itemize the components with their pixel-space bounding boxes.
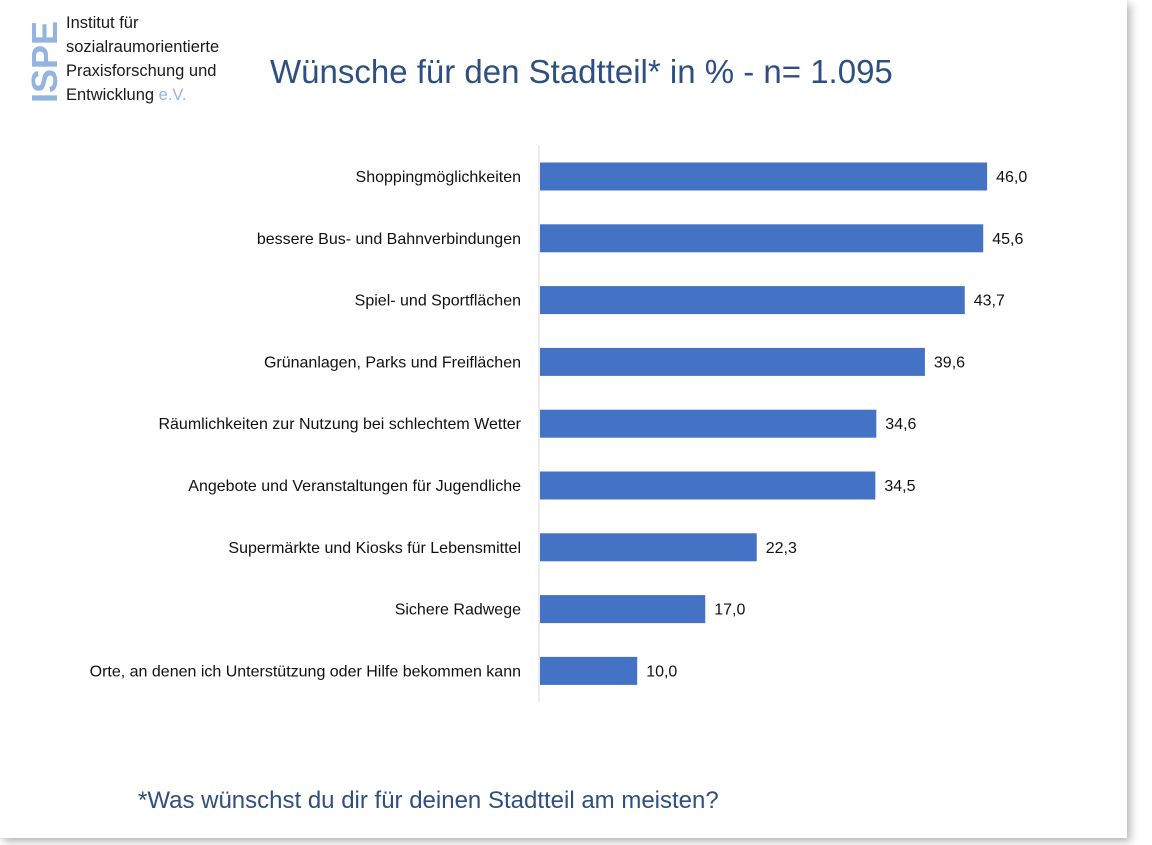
chart-title: Wünsche für den Stadtteil* in % - n= 1.0… (270, 53, 893, 90)
category-label: Räumlichkeiten zur Nutzung bei schlechte… (158, 416, 521, 433)
value-label: 45,6 (992, 231, 1023, 248)
logo-line-4-wrap: Entwicklung e.V. (66, 83, 266, 107)
bar (540, 347, 925, 376)
logo-suffix: e.V. (158, 86, 187, 104)
logo-line-2: sozialraumorientierte (66, 38, 220, 56)
category-label: Spiel- und Sportflächen (355, 293, 521, 310)
value-label: 17,0 (714, 602, 745, 619)
bar (540, 224, 984, 253)
bar (540, 286, 965, 315)
logo-institute-name: Institut für sozialraumorientierte Praxi… (66, 11, 266, 107)
category-label: Shoppingmöglichkeiten (356, 169, 521, 186)
category-label: Supermärkte und Kiosks für Lebensmittel (228, 540, 521, 557)
logo-line-4: Entwicklung (66, 86, 155, 104)
bar-chart: Shoppingmöglichkeiten 46,0 bessere Bus- un… (90, 145, 1027, 702)
value-label: 22,3 (766, 540, 797, 557)
value-label: 34,6 (885, 416, 916, 433)
value-label: 10,0 (646, 663, 677, 680)
ispe-logo-mark: ISPE (26, 21, 62, 103)
logo-mark-text: ISPE (26, 21, 62, 103)
category-label: bessere Bus- und Bahnverbindungen (257, 231, 521, 248)
bar (540, 471, 876, 500)
value-label: 34,5 (884, 478, 915, 495)
category-label: Grünanlagen, Parks und Freiflächen (264, 354, 521, 371)
bar (540, 656, 638, 685)
category-label: Angebote und Veranstaltungen für Jugendl… (188, 478, 521, 495)
category-label: Sichere Radwege (395, 602, 521, 619)
bar (540, 533, 757, 562)
value-label: 43,7 (974, 293, 1005, 310)
category-label: Orte, an denen ich Unterstützung oder Hi… (90, 663, 521, 680)
logo-line-1: Institut für (66, 14, 139, 32)
value-label: 46,0 (996, 169, 1027, 186)
bar (540, 595, 706, 624)
logo-line-3: Praxisforschung und (66, 62, 217, 80)
footnote-question: *Was wünschst du dir für deinen Stadttei… (138, 787, 719, 814)
slide: ISPE Institut für sozialraumorientierte … (26, 11, 1028, 814)
bar (540, 409, 877, 438)
value-label: 39,6 (934, 354, 965, 371)
bar (540, 162, 988, 191)
